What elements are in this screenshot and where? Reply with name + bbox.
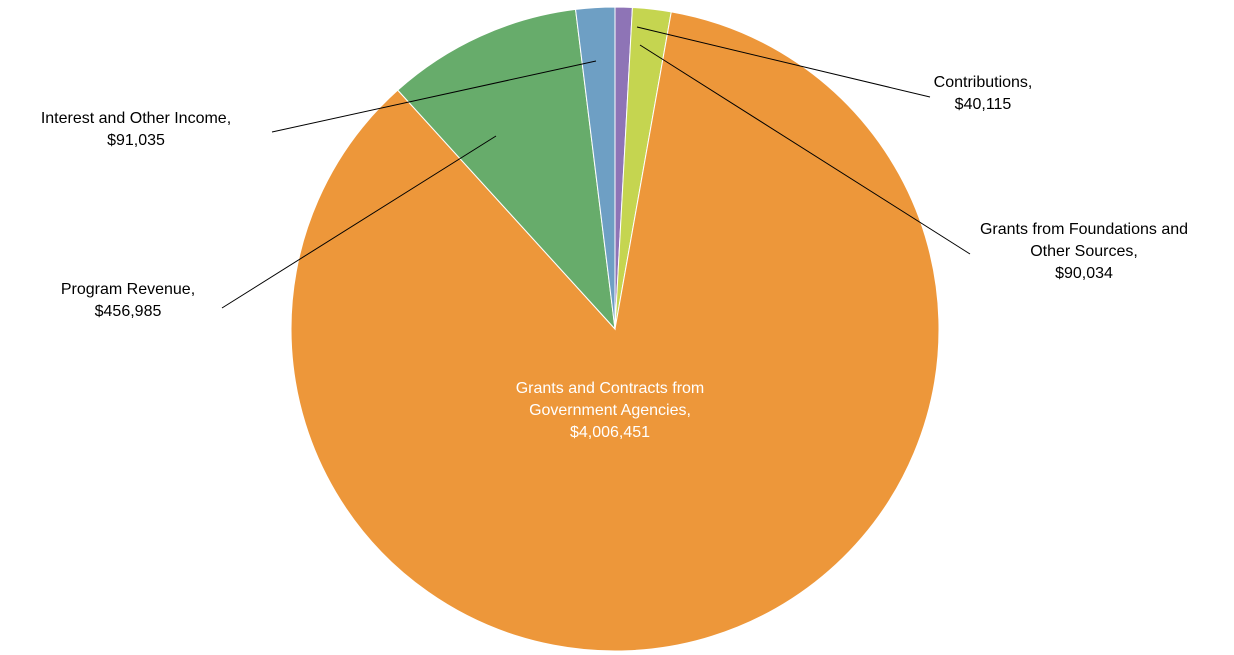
data-label-1: Grants from Foundations and Other Sources… [980, 221, 1188, 282]
data-label-line: Contributions, [934, 74, 1033, 91]
leader-lines [221, 26, 971, 309]
data-label-4: Interest and Other Income, $91,035 [41, 110, 231, 149]
data-label-line: $90,034 [1055, 265, 1113, 282]
leader-line-0 [636, 26, 931, 98]
data-label-2: Grants and Contracts from Government Agen… [516, 380, 705, 441]
data-label-line: Program Revenue, [61, 281, 195, 298]
leader-line-1 [639, 44, 971, 255]
pie-slice-interest-and-other-income [574, 6, 616, 330]
data-label-line: Grants and Contracts from [516, 380, 705, 397]
data-label-3: Program Revenue, $456,985 [61, 281, 195, 320]
data-label-line: $4,006,451 [570, 424, 650, 441]
data-labels: Contributions, $40,115 Grants from Foundat… [41, 74, 1188, 441]
data-label-line: Interest and Other Income, [41, 110, 231, 127]
pie-slice-grants-and-contracts-from-government-agencies [290, 11, 940, 652]
data-label-line: Grants from Foundations and [980, 221, 1188, 238]
data-label-line: $456,985 [95, 303, 162, 320]
pie-slice-program-revenue [397, 8, 616, 331]
data-label-line: Other Sources, [1030, 243, 1138, 260]
leader-line-3 [221, 135, 497, 309]
pie-slices [290, 6, 940, 652]
data-label-line: $91,035 [107, 132, 165, 149]
data-label-0: Contributions, $40,115 [934, 74, 1033, 113]
data-label-line: $40,115 [955, 96, 1012, 113]
data-label-line: Government Agencies, [529, 402, 691, 419]
leader-line-4 [271, 60, 597, 133]
